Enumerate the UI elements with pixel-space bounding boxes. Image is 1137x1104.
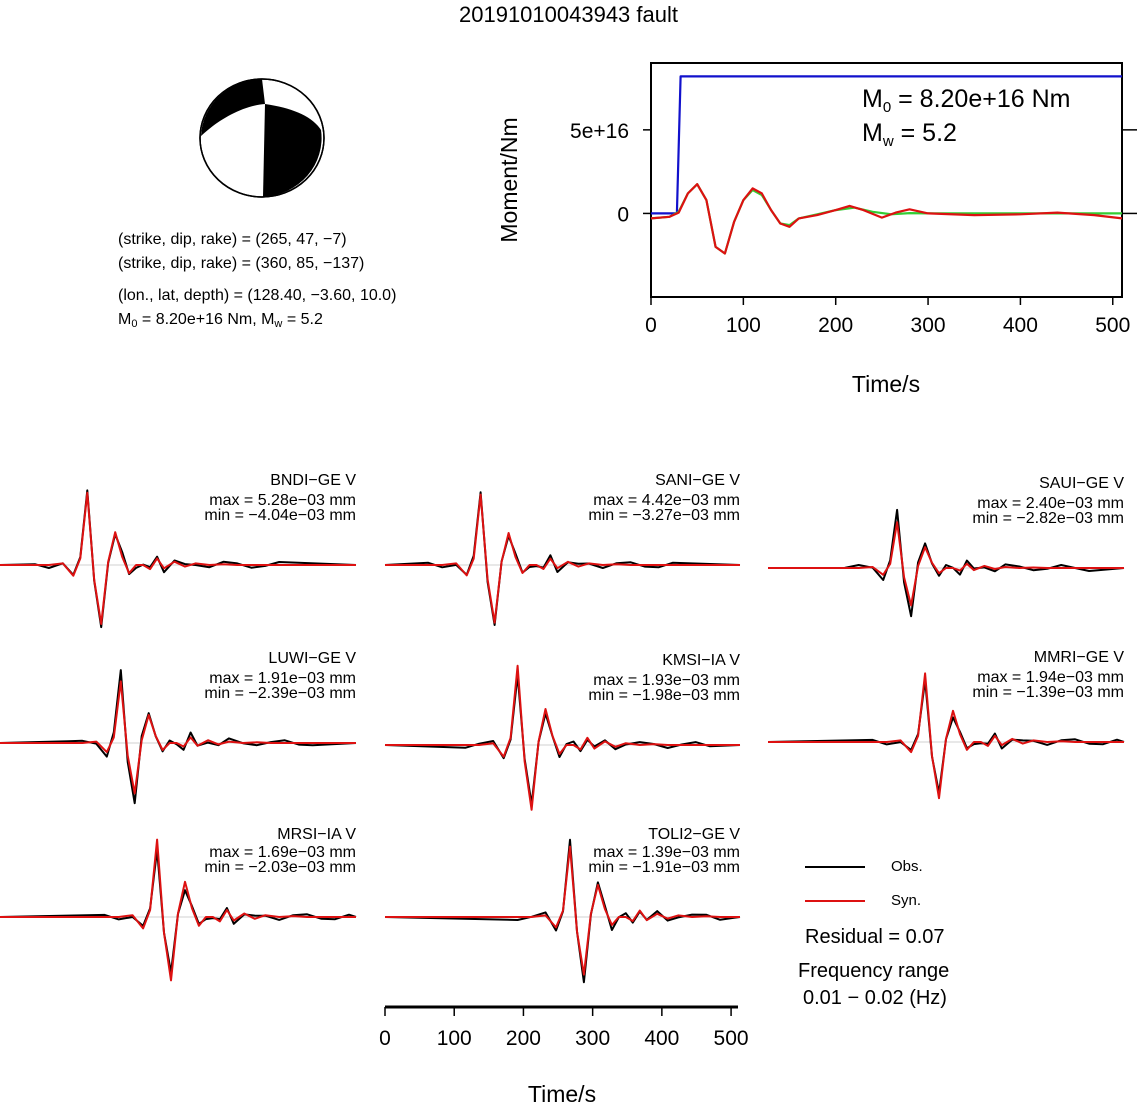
station-min-label: min = −2.03e−03 mm — [204, 859, 356, 876]
station-max-label: max = 1.91e−03 mm — [209, 670, 356, 687]
station-name-label: KMSI−IA V — [662, 652, 740, 669]
residual-label: Residual = 0.07 — [805, 926, 945, 948]
station-name-label: TOLI2−GE V — [648, 826, 740, 843]
station-min-label: min = −2.82e−03 mm — [972, 510, 1124, 527]
station-max-label: max = 1.94e−03 mm — [977, 669, 1124, 686]
moment-plot: 0 100 200 300 400 500 0 5e+16 Time/s Moment/Nm — [496, 62, 1137, 397]
moment-x-tick-label: 300 — [911, 314, 946, 337]
m0-label-value: = 8.20e+16 Nm — [891, 85, 1071, 113]
waveform-x-tick-label: 200 — [506, 1027, 541, 1050]
mw-value: = 5.2 — [282, 311, 323, 328]
station-name-label: MRSI−IA V — [277, 826, 356, 843]
moment-stf-red-line — [650, 183, 1123, 255]
waveform-observed-line — [384, 838, 741, 984]
waveform-x-axis-label: Time/s — [528, 1081, 596, 1104]
station-min-label: min = −3.27e−03 mm — [588, 507, 740, 524]
figure-title: 20191010043943 fault — [459, 2, 678, 27]
mw-label-symbol: M — [862, 119, 883, 147]
beachball-compressional-right — [263, 104, 322, 197]
m0-subscript: 0 — [131, 318, 138, 330]
moment-x-tick-label: 0 — [645, 314, 657, 337]
station-min-label: min = −4.04e−03 mm — [204, 507, 356, 524]
station-min-label: min = −1.39e−03 mm — [972, 684, 1124, 701]
beachball-compressional-left — [201, 79, 265, 136]
waveform-synthetic-line — [385, 664, 740, 811]
waveform-x-tick-label: 0 — [379, 1027, 391, 1050]
station-name-label: MMRI−GE V — [1034, 649, 1125, 666]
moment-x-axis-label: Time/s — [852, 371, 920, 397]
waveform-x-tick-label: 400 — [644, 1027, 679, 1050]
station-name-label: LUWI−GE V — [268, 650, 356, 667]
moment-x-tick-label: 100 — [726, 314, 761, 337]
moment-plot-frame — [650, 62, 1123, 298]
frequency-range: 0.01 − 0.02 (Hz) — [803, 987, 947, 1009]
waveform-synthetic-line — [768, 672, 1124, 800]
moment-text: M0 = 8.20e+16 Nm, Mw = 5.2 — [118, 311, 323, 330]
station-name-label: SANI−GE V — [655, 472, 740, 489]
frequency-title: Frequency range — [798, 960, 950, 982]
moment-x-tick-label: 400 — [1003, 314, 1038, 337]
moment-mw-label: Mw = 5.2 — [862, 119, 957, 150]
waveform-synthetic-line — [0, 680, 356, 795]
waveform-synthetic-line — [768, 521, 1124, 607]
m0-label-symbol: M — [862, 85, 883, 113]
beachball — [199, 78, 325, 198]
plane1-text: (strike, dip, rake) = (265, 47, −7) — [118, 231, 347, 248]
location-text: (lon., lat, depth) = (128.40, −3.60, 10.… — [118, 287, 397, 304]
moment-y-axis-label: Moment/Nm — [496, 117, 522, 242]
legend-syn-label: Syn. — [891, 892, 922, 909]
waveform-x-tick-label: 300 — [575, 1027, 610, 1050]
moment-x-tick-label: 500 — [1095, 314, 1130, 337]
station-max-label: max = 5.28e−03 mm — [209, 492, 356, 509]
waveform-x-tick-label: 500 — [714, 1027, 749, 1050]
mw-label-subscript: w — [882, 133, 894, 150]
station-name-label: SAUI−GE V — [1039, 475, 1124, 492]
mw-subscript: w — [274, 318, 283, 330]
legend-obs-label: Obs. — [891, 858, 923, 875]
legend-lines — [805, 866, 865, 902]
waveform-synthetic-line — [0, 838, 356, 982]
mw-label-value: = 5.2 — [893, 119, 957, 147]
m0-symbol: M — [118, 311, 132, 328]
station-max-label: max = 1.39e−03 mm — [593, 844, 740, 861]
moment-y-tick-label: 0 — [617, 203, 629, 226]
m0-value: = 8.20e+16 Nm, M — [137, 311, 275, 328]
station-name-label: BNDI−GE V — [270, 472, 356, 489]
waveform-synthetic-line — [385, 845, 740, 976]
station-max-label: max = 4.42e−03 mm — [593, 492, 740, 509]
moment-y-tick-label: 5e+16 — [570, 120, 629, 143]
waveform-synthetic-line — [0, 491, 356, 625]
station-max-label: max = 1.93e−03 mm — [593, 672, 740, 689]
station-min-label: min = −1.91e−03 mm — [588, 859, 740, 876]
station-max-label: max = 1.69e−03 mm — [209, 844, 356, 861]
plane2-text: (strike, dip, rake) = (360, 85, −137) — [118, 255, 365, 272]
moment-m0-label: M0 = 8.20e+16 Nm — [862, 85, 1071, 116]
m0-label-subscript: 0 — [882, 99, 892, 116]
station-max-label: max = 2.40e−03 mm — [977, 495, 1124, 512]
waveform-synthetic-line — [385, 493, 740, 624]
moment-x-tick-label: 200 — [818, 314, 853, 337]
moment-stf-green-line — [650, 183, 1122, 255]
beachball-shapes — [199, 78, 325, 198]
station-min-label: min = −2.39e−03 mm — [204, 685, 356, 702]
station-min-label: min = −1.98e−03 mm — [588, 687, 740, 704]
waveform-x-tick-label: 100 — [437, 1027, 472, 1050]
